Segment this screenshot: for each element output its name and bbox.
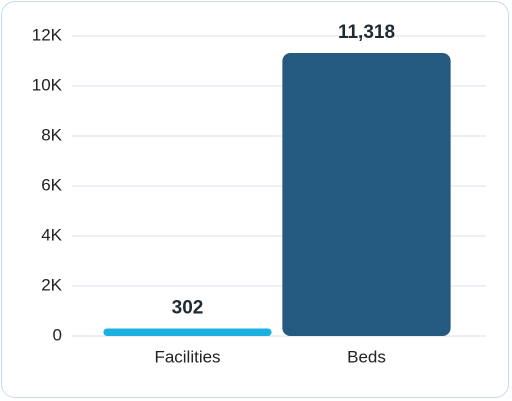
- bar: [282, 53, 451, 337]
- y-tick-label: 6K: [41, 175, 62, 194]
- y-tick-label: 4K: [41, 225, 62, 244]
- y-tick-label: 10K: [32, 75, 63, 94]
- y-tick-label: 0: [53, 325, 62, 344]
- y-tick-label: 8K: [41, 125, 62, 144]
- x-tick-label: Beds: [347, 347, 386, 366]
- bar: [103, 328, 272, 336]
- y-tick-label: 12K: [32, 25, 63, 44]
- value-label: 302: [172, 297, 204, 318]
- value-label: 11,318: [338, 22, 395, 43]
- y-tick-label: 2K: [41, 275, 62, 294]
- x-tick-label: Facilities: [154, 347, 220, 366]
